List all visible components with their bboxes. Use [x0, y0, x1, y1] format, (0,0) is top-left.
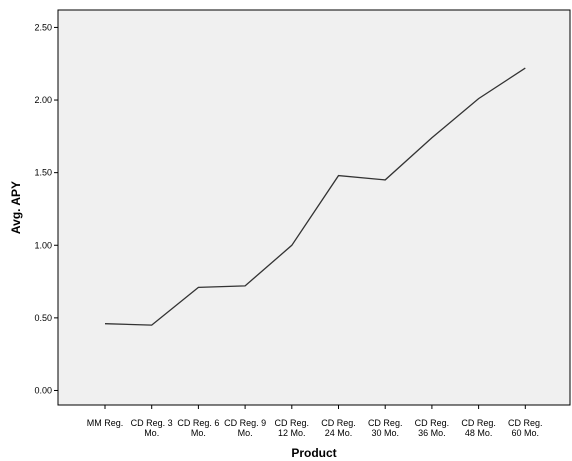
y-tick-label: 1.00 — [34, 240, 52, 250]
x-tick-label-line: CD Reg. 3 — [131, 418, 173, 428]
x-tick-label-line: CD Reg. — [321, 418, 356, 428]
y-tick-label: 0.00 — [34, 385, 52, 395]
y-tick-label: 2.50 — [34, 22, 52, 32]
x-tick-label: CD Reg. 36 Mo. — [415, 418, 450, 438]
x-tick-label: MM Reg. — [87, 418, 124, 428]
y-tick-label: 0.50 — [34, 313, 52, 323]
x-tick-label-line: 24 Mo. — [325, 428, 353, 438]
x-tick-label-line: Mo. — [238, 428, 253, 438]
x-tick-label-line: CD Reg. — [275, 418, 310, 428]
x-tick-label-line: CD Reg. — [368, 418, 403, 428]
x-tick-label-line: CD Reg. 6 — [177, 418, 219, 428]
x-tick-label: CD Reg. 12 Mo. — [275, 418, 310, 438]
x-tick-label-line: Mo. — [144, 428, 159, 438]
x-tick-label: CD Reg. 3 Mo. — [131, 418, 173, 438]
x-tick-label-line: 60 Mo. — [512, 428, 540, 438]
y-tick-label: 1.50 — [34, 168, 52, 178]
x-tick-label-line: Mo. — [191, 428, 206, 438]
y-axis-title: Avg. APY — [9, 181, 23, 234]
x-tick-label: CD Reg. 48 Mo. — [461, 418, 496, 438]
y-tick-label: 2.00 — [34, 95, 52, 105]
x-tick-label-line: CD Reg. — [508, 418, 543, 428]
x-tick-label-line: 30 Mo. — [371, 428, 399, 438]
x-tick-label: CD Reg. 6 Mo. — [177, 418, 219, 438]
x-tick-label-line: 36 Mo. — [418, 428, 446, 438]
x-tick-label: CD Reg. 60 Mo. — [508, 418, 543, 438]
x-tick-label-line: CD Reg. — [461, 418, 496, 428]
x-axis-title: Product — [291, 446, 336, 460]
series-line — [104, 67, 526, 326]
plot-area — [57, 9, 571, 406]
y-axis-ticks: 0.00 0.50 1.00 1.50 2.00 2.50 — [34, 22, 58, 395]
x-axis-ticks: MM Reg. CD Reg. 3 Mo.CD Reg. 6 Mo.CD Reg. 9… — [87, 405, 543, 438]
x-tick-label-line: CD Reg. 9 — [224, 418, 266, 428]
x-tick-label-line: 12 Mo. — [278, 428, 306, 438]
x-tick-label: CD Reg. 30 Mo. — [368, 418, 403, 438]
x-tick-label: CD Reg. 9 Mo. — [224, 418, 266, 438]
x-tick-label-line: 48 Mo. — [465, 428, 493, 438]
x-tick-label-line: CD Reg. — [415, 418, 450, 428]
x-tick-label-line: MM Reg. — [87, 418, 124, 428]
x-tick-label: CD Reg. 24 Mo. — [321, 418, 356, 438]
